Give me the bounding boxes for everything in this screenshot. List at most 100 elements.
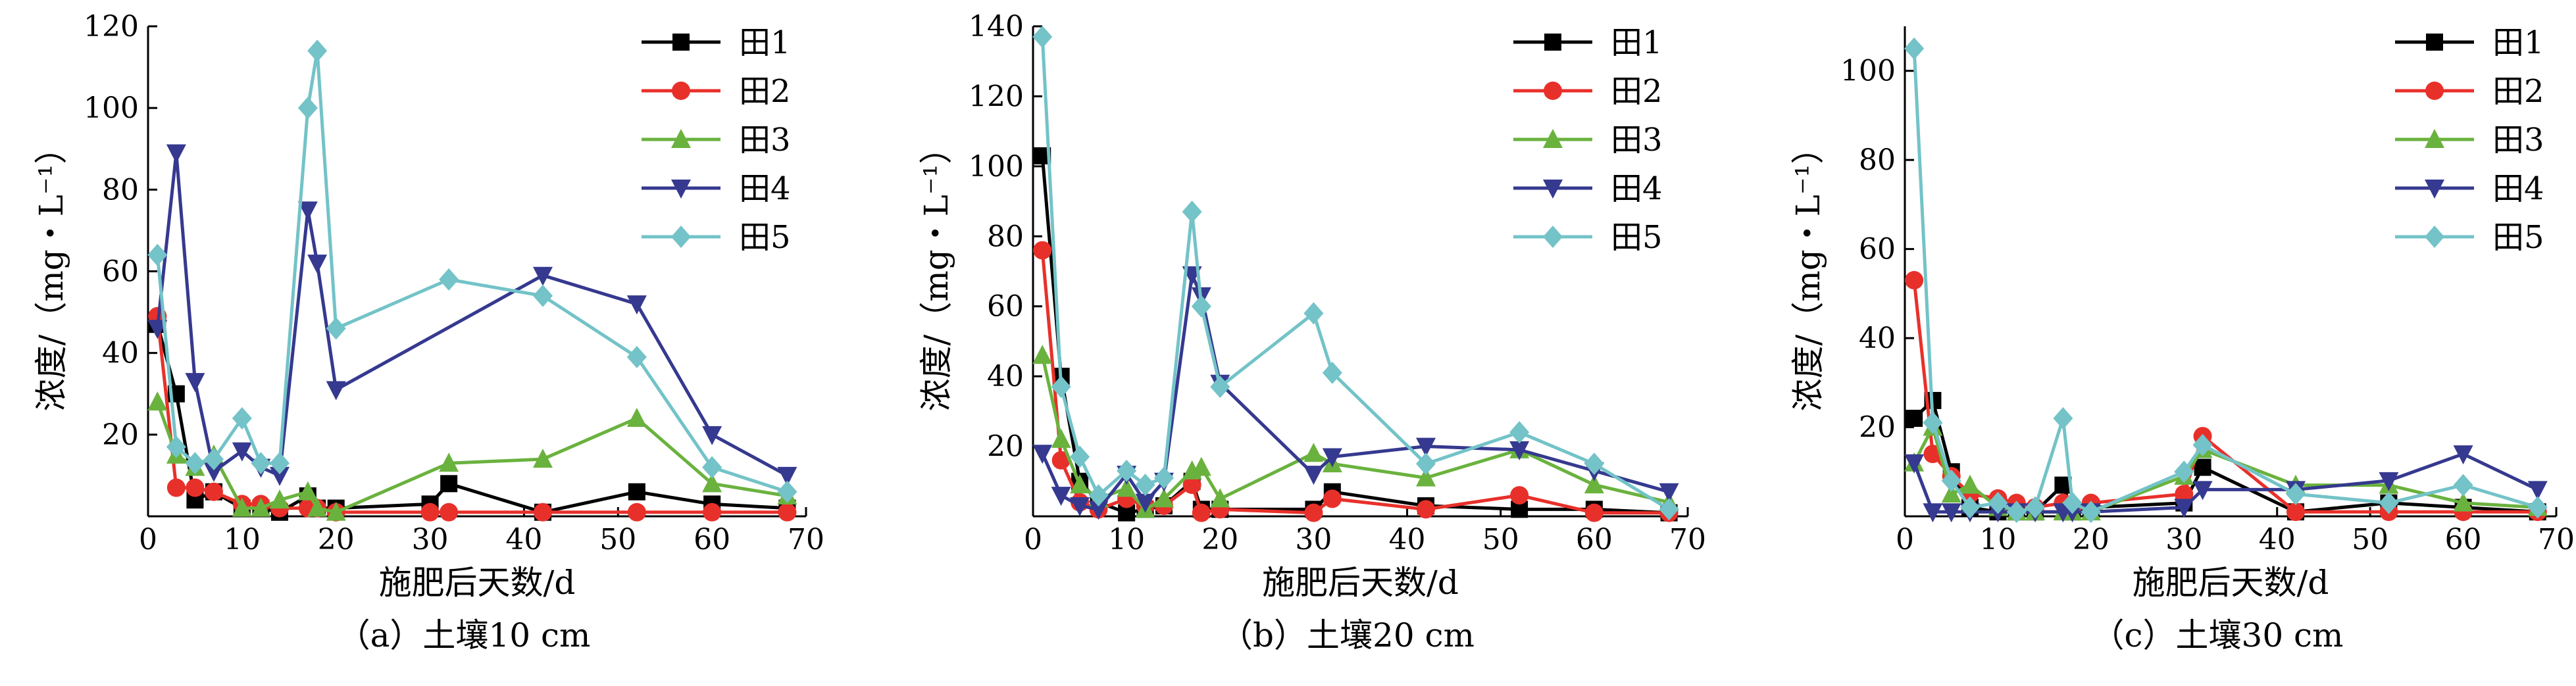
data-point	[1941, 483, 1961, 503]
data-point	[1117, 478, 1137, 497]
data-point	[2453, 474, 2473, 497]
data-point	[1960, 496, 1980, 519]
y-tick-label: 140	[969, 10, 1024, 43]
y-axis-title: 浓度/（mg・L⁻¹）	[32, 132, 70, 412]
data-point	[2081, 501, 2101, 524]
legend-marker	[1544, 34, 1561, 51]
data-point	[297, 481, 318, 501]
data-point	[1960, 474, 1980, 494]
x-tick-label: 10	[224, 523, 261, 556]
data-point	[204, 462, 224, 482]
x-tick-label: 30	[412, 523, 449, 556]
data-point	[440, 475, 458, 493]
legend-label: 田3	[2492, 122, 2544, 159]
data-point	[1154, 488, 1174, 508]
series-line	[155, 316, 788, 514]
data-point	[1510, 486, 1529, 505]
data-point	[1051, 487, 1071, 506]
y-tick-label: 120	[84, 10, 139, 43]
data-point	[297, 97, 318, 120]
legend-marker	[1543, 180, 1563, 199]
x-tick-label: 40	[505, 523, 542, 556]
data-point	[1659, 483, 1679, 502]
data-point	[2194, 458, 2211, 476]
data-point	[1659, 498, 1679, 521]
legend-label: 田4	[739, 170, 791, 207]
data-point	[166, 478, 186, 497]
legend-label: 田5	[2492, 219, 2544, 256]
data-point	[232, 497, 252, 517]
y-tick-label: 120	[969, 80, 1024, 113]
data-point	[533, 449, 553, 468]
y-tick-label: 20	[1859, 411, 1896, 445]
y-axis-title: 浓度/（mg・L⁻¹）	[917, 132, 955, 412]
chart-panel-3: 0 10 20 30 40 50 60 70 20 40 60 80 100 施肥后天数/d 浓度/（mg・…	[1789, 24, 2575, 654]
y-tick-label: 20	[987, 430, 1024, 464]
data-point	[147, 243, 168, 266]
x-tick-label: 20	[1201, 523, 1238, 556]
data-point	[439, 268, 459, 291]
legend-label: 田1	[2492, 24, 2544, 61]
legend: 田1 田2 田3 田4 田5	[1513, 24, 1663, 256]
legend-marker	[2425, 82, 2444, 100]
series-4	[147, 144, 797, 486]
x-tick-label: 30	[2165, 523, 2202, 556]
data-point	[1303, 466, 1324, 485]
data-point	[2453, 445, 2473, 465]
y-tick-label: 60	[987, 290, 1024, 324]
series-line	[155, 151, 788, 478]
y-tick-label: 80	[1859, 143, 1896, 177]
data-point	[627, 502, 646, 522]
legend-label: 田5	[739, 219, 791, 256]
data-point	[1032, 25, 1053, 48]
data-point	[326, 381, 346, 401]
y-tick-label: 40	[1859, 322, 1896, 355]
x-tick-label: 50	[1482, 523, 1519, 556]
chart-panel-2: 0 10 20 30 40 50 60 70 20 40 60 80 100 120 140 施肥后天数/d 浓…	[917, 10, 1706, 654]
data-point	[534, 502, 552, 522]
data-point	[702, 426, 722, 445]
legend-marker	[2426, 34, 2443, 51]
data-point	[1941, 503, 1961, 523]
legend-marker	[672, 82, 690, 100]
legend-marker	[672, 34, 690, 51]
data-point	[2053, 407, 2073, 429]
data-point	[2379, 472, 2399, 491]
series-2	[1905, 271, 2547, 522]
data-point	[166, 144, 186, 164]
series-line	[1040, 155, 1669, 515]
data-point	[1988, 491, 2008, 514]
data-point	[2006, 501, 2027, 524]
y-tick-label: 20	[102, 418, 139, 452]
legend-label: 田5	[1611, 219, 1663, 256]
legend-label: 田1	[1611, 24, 1663, 61]
legend-label: 田1	[739, 24, 791, 61]
data-point	[1032, 345, 1053, 364]
data-point	[186, 478, 205, 497]
data-point	[2025, 496, 2045, 519]
data-point	[1904, 37, 1925, 60]
data-point	[2379, 491, 2399, 514]
data-point	[1322, 448, 1342, 468]
x-tick-label: 40	[2259, 523, 2296, 556]
data-point	[185, 452, 205, 475]
data-point	[147, 320, 168, 339]
data-point	[2192, 433, 2213, 456]
data-point	[326, 317, 346, 340]
y-tick-label: 80	[102, 173, 139, 207]
data-point	[2175, 485, 2194, 504]
data-point	[2453, 492, 2473, 512]
data-point	[533, 284, 553, 307]
x-tick-label: 70	[1669, 523, 1706, 556]
x-tick-label: 40	[1389, 523, 1426, 556]
data-point	[251, 497, 271, 517]
legend-marker	[671, 129, 691, 148]
data-point	[2174, 499, 2194, 518]
data-point	[1210, 376, 1230, 399]
x-tick-label: 30	[1295, 523, 1332, 556]
y-tick-label: 100	[1840, 55, 1896, 88]
data-point	[232, 407, 252, 429]
data-point	[1191, 295, 1211, 318]
legend-marker	[1543, 226, 1563, 248]
